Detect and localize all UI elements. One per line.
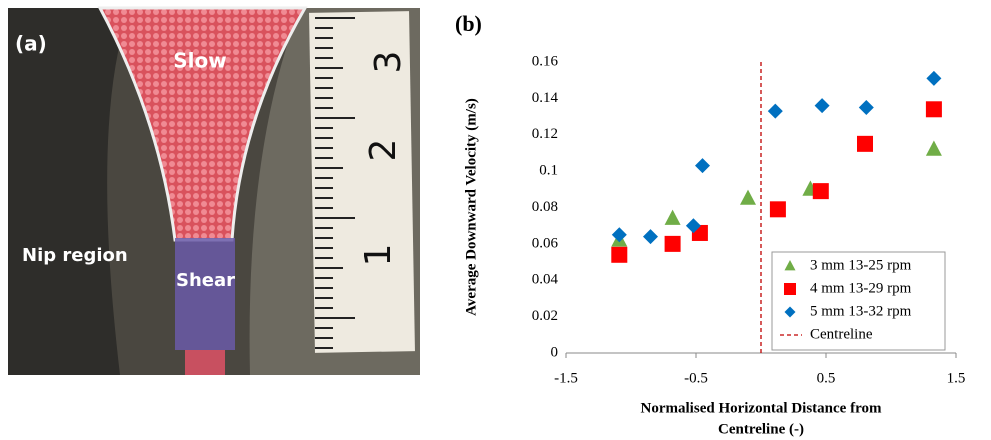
marker-diamond	[858, 99, 874, 115]
y-axis-title: Average Downward Velocity (m/s)	[463, 98, 479, 316]
marker-triangle	[664, 209, 681, 225]
ruler-number: 2	[363, 139, 404, 162]
zone-label: Slow	[173, 49, 226, 73]
marker-triangle	[740, 189, 756, 205]
y-tick-label: 0.08	[532, 199, 558, 215]
marker-diamond	[643, 229, 658, 245]
legend-marker	[784, 283, 796, 295]
legend-label: 4 mm 13-29 rpm	[810, 280, 912, 296]
y-tick-label: 0	[551, 344, 559, 360]
y-tick-label: 0.06	[532, 235, 559, 251]
marker-triangle	[925, 140, 942, 156]
left-roller	[8, 8, 130, 375]
ruler-number: 3	[368, 51, 409, 74]
marker-square	[611, 246, 628, 263]
marker-diamond	[685, 218, 701, 234]
y-tick-label: 0.02	[532, 308, 558, 324]
legend-label: 3 mm 13-25 rpm	[810, 257, 912, 273]
legend-label: Centreline	[810, 326, 873, 342]
x-tick-label: 1.5	[947, 370, 966, 386]
y-tick-label: 0.16	[532, 53, 559, 69]
x-tick-label: -0.5	[684, 370, 708, 386]
discharge	[185, 350, 225, 375]
marker-diamond	[695, 158, 710, 174]
shear-zone	[175, 238, 235, 350]
ruler-number: 1	[358, 244, 399, 267]
y-tick-label: 0.04	[532, 272, 559, 288]
x-tick-label: -1.5	[554, 370, 578, 386]
marker-square	[925, 101, 942, 118]
marker-square	[812, 183, 829, 200]
zone-label: Nip region	[22, 245, 128, 266]
legend-marker	[784, 306, 796, 318]
legend-marker	[784, 259, 796, 271]
panel-label: (a)	[15, 32, 47, 56]
zone-label: Shear	[176, 270, 235, 291]
marker-square	[857, 135, 873, 152]
marker-diamond	[767, 103, 783, 119]
x-tick-label: 0.5	[817, 370, 836, 386]
marker-square	[769, 201, 786, 218]
chart: (b) Average Downward Velocity (m/s) Norm…	[455, 11, 965, 437]
y-tick-label: 0.1	[539, 163, 558, 179]
marker-diamond	[926, 70, 942, 86]
ruler-ticks	[315, 17, 355, 349]
panel-label: (b)	[455, 11, 482, 36]
photo: (a) Slow Nip region Shear 3 2 1	[8, 6, 420, 375]
legend-box	[771, 251, 946, 351]
y-tick-label: 0.14	[532, 90, 559, 106]
marker-diamond	[611, 227, 627, 243]
legend-label: 5 mm 13-32 rpm	[810, 303, 912, 319]
x-axis-title: Centreline (-)	[718, 421, 804, 437]
y-tick-label: 0.12	[532, 126, 558, 142]
marker-diamond	[814, 98, 830, 114]
x-axis-title: Normalised Horizontal Distance from	[641, 400, 882, 416]
marker-square	[664, 235, 681, 252]
